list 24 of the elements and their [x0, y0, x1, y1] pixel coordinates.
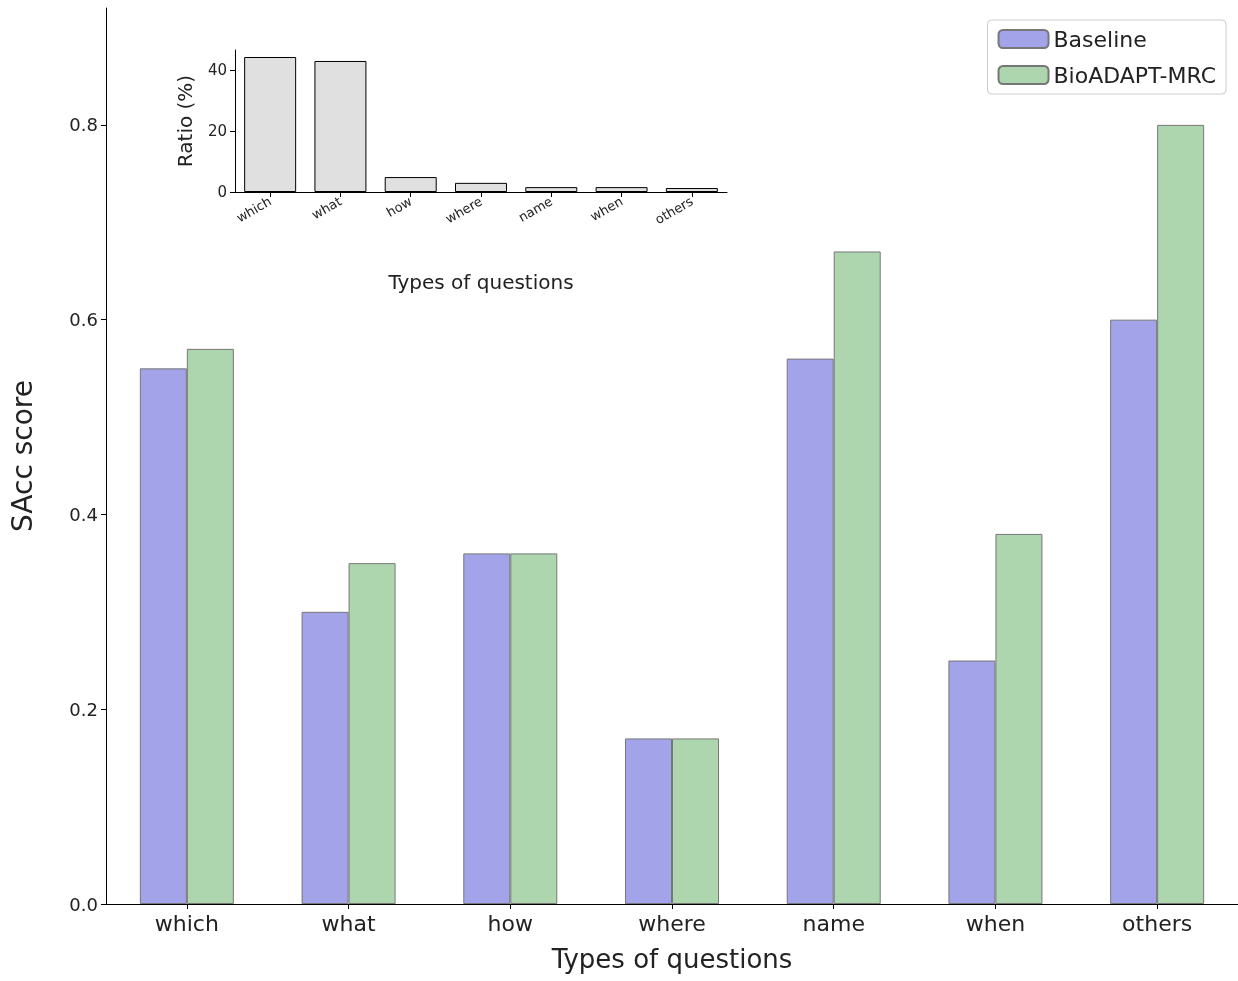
- x-tick-label: when: [587, 193, 626, 225]
- x-tick-label: when: [965, 910, 1026, 936]
- y-axis-title: SAcc score: [5, 380, 39, 532]
- y-tick-label: 40: [207, 61, 227, 80]
- y-tick-label: 0.0: [69, 893, 98, 915]
- legend-label: Baseline: [1053, 26, 1147, 52]
- x-tick-label: how: [383, 193, 415, 220]
- y-tick-label: 0.4: [69, 503, 98, 525]
- y-tick-label: 0: [217, 183, 227, 201]
- y-axis-title: Ratio (%): [173, 74, 197, 168]
- x-axis-title: Types of questions: [387, 270, 574, 294]
- x-tick-label: others: [1122, 910, 1193, 936]
- x-tick-label: which: [154, 910, 219, 936]
- x-tick-label: what: [309, 193, 345, 223]
- y-tick-label: 0.8: [69, 114, 98, 136]
- y-tick-label: 0.2: [69, 698, 98, 720]
- x-tick-label: what: [321, 910, 376, 936]
- x-tick-label: name: [802, 910, 865, 936]
- x-axis-title: Types of questions: [550, 944, 793, 974]
- x-tick-label: where: [638, 910, 706, 936]
- legend-label: BioADAPT-MRC: [1053, 62, 1217, 88]
- y-tick-label: 0.6: [69, 309, 98, 331]
- y-tick-label: 20: [207, 122, 227, 141]
- x-tick-label: how: [487, 910, 533, 936]
